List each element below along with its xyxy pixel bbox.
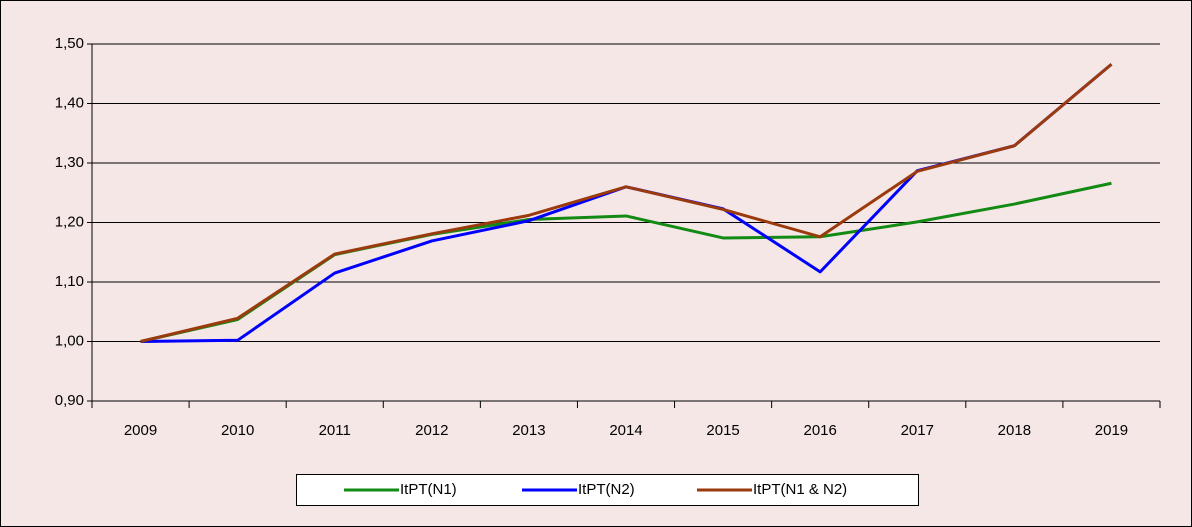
x-tick-label: 2015: [706, 422, 739, 439]
x-tick-label: 2013: [512, 422, 545, 439]
x-tick-label: 2018: [998, 422, 1031, 439]
series-line: [140, 63, 1113, 343]
y-tick-label: 1,20: [55, 213, 84, 230]
y-tick-label: 1,50: [55, 35, 84, 52]
y-tick-label: 1,40: [55, 94, 84, 111]
x-tick-label: 2011: [319, 422, 351, 439]
legend-box: [296, 474, 919, 506]
legend-label: ItPT(N1): [400, 481, 457, 498]
y-tick-label: 1,00: [55, 332, 84, 349]
legend-label: ItPT(N1 & N2): [753, 481, 847, 498]
x-tick-label: 2016: [803, 422, 836, 439]
x-tick-label: 2017: [901, 422, 934, 439]
x-tick-label: 2019: [1095, 422, 1128, 439]
y-tick-label: 1,10: [55, 273, 84, 290]
x-tick-label: 2014: [609, 422, 642, 439]
x-tick-label: 2010: [221, 422, 254, 439]
x-tick-label: 2012: [415, 422, 448, 439]
x-tick-label: 2009: [124, 422, 157, 439]
y-tick-label: 0,90: [55, 392, 84, 409]
y-tick-label: 1,30: [55, 154, 84, 171]
legend-label: ItPT(N2): [578, 481, 635, 498]
